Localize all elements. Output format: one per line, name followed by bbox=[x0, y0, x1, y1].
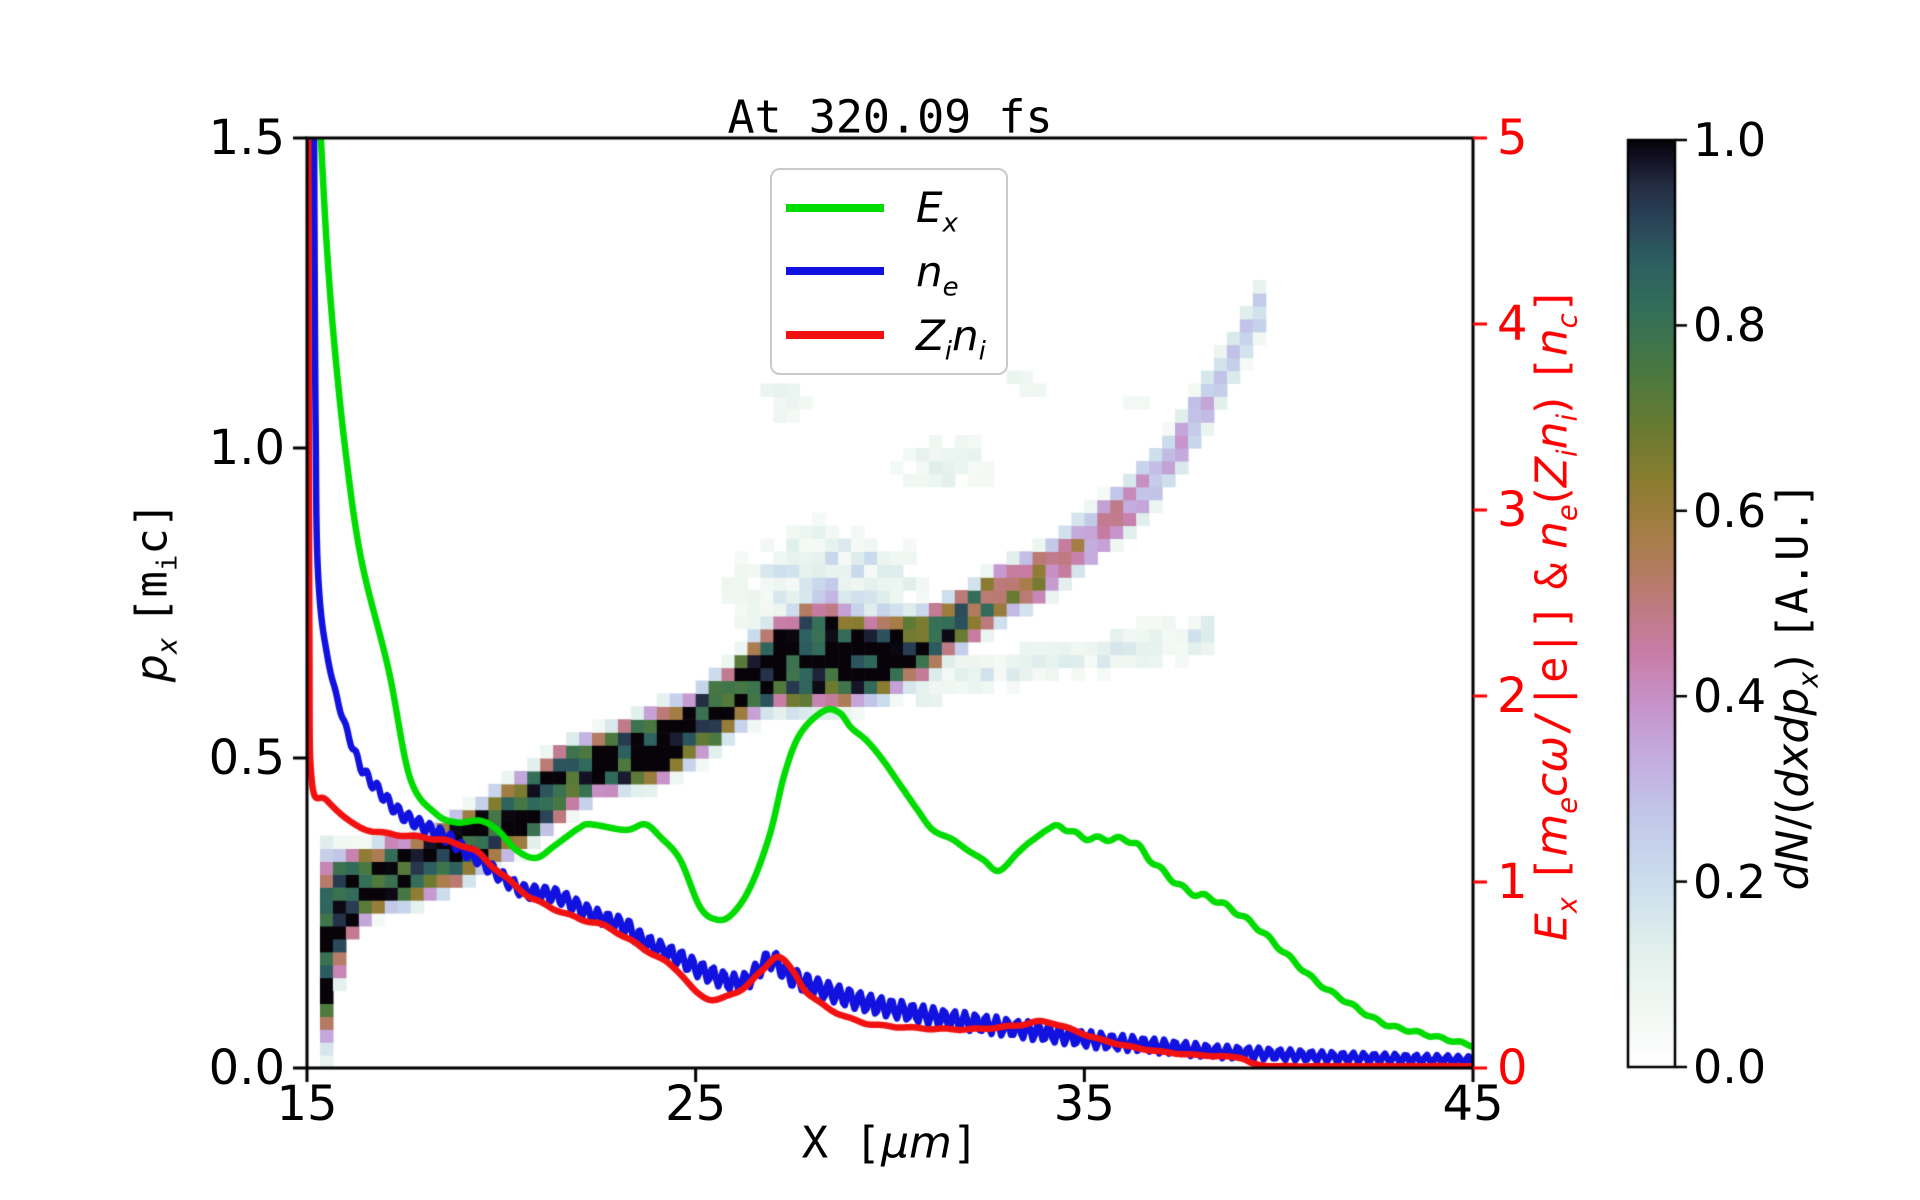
x-tick-label: 35 bbox=[1053, 1076, 1115, 1132]
legend-entry-zini: Zini bbox=[772, 304, 1006, 367]
x-axis-label: X [μm] bbox=[801, 1117, 979, 1169]
y-right-tick-label: 0 bbox=[1497, 1040, 1528, 1096]
colorbar-tick-label: 0.8 bbox=[1693, 298, 1767, 353]
y-right-tick-label: 2 bbox=[1497, 668, 1528, 724]
colorbar-tick-label: 0.2 bbox=[1693, 854, 1767, 909]
legend-line-ex bbox=[786, 203, 884, 212]
colorbar-tick-label: 1.0 bbox=[1693, 113, 1767, 167]
x-tick-label: 45 bbox=[1442, 1076, 1504, 1132]
legend-line-zini bbox=[786, 331, 884, 340]
y-axis-left-label: px [mic] bbox=[126, 501, 184, 683]
y-axis-right-label: Ex [mecω/|e|] & ne(Zini) [nc] bbox=[1526, 286, 1584, 942]
y-left-tick-label: 1.5 bbox=[208, 110, 285, 166]
legend-label-ex: Ex bbox=[916, 183, 958, 239]
colorbar-label: dN/(dxdpx) [A.U.] bbox=[1767, 481, 1825, 891]
colorbar-tick-label: 0.4 bbox=[1693, 669, 1767, 724]
y-right-tick-label: 5 bbox=[1497, 110, 1528, 166]
colorbar-tick-label: 0.0 bbox=[1693, 1040, 1767, 1094]
plot-title: At 320.09 fs bbox=[727, 90, 1053, 144]
legend-entry-ex: Ex bbox=[772, 176, 1006, 239]
y-left-tick-label: 0.0 bbox=[208, 1040, 285, 1096]
y-right-tick-label: 1 bbox=[1497, 854, 1528, 910]
legend-line-ne bbox=[786, 267, 884, 276]
colorbar-tick-label: 0.6 bbox=[1693, 483, 1767, 538]
legend-label-ne: ne bbox=[916, 246, 959, 303]
y-right-tick-label: 3 bbox=[1497, 482, 1528, 538]
legend: Ex ne Zini bbox=[770, 168, 1008, 375]
legend-label-zini: Zini bbox=[916, 310, 986, 367]
y-left-tick-label: 0.5 bbox=[208, 730, 285, 786]
y-left-tick-label: 1.0 bbox=[208, 420, 285, 476]
x-tick-label: 25 bbox=[665, 1076, 727, 1132]
y-right-tick-label: 4 bbox=[1497, 296, 1528, 352]
legend-entry-ne: ne bbox=[772, 240, 1006, 303]
x-tick-label: 15 bbox=[276, 1076, 338, 1132]
